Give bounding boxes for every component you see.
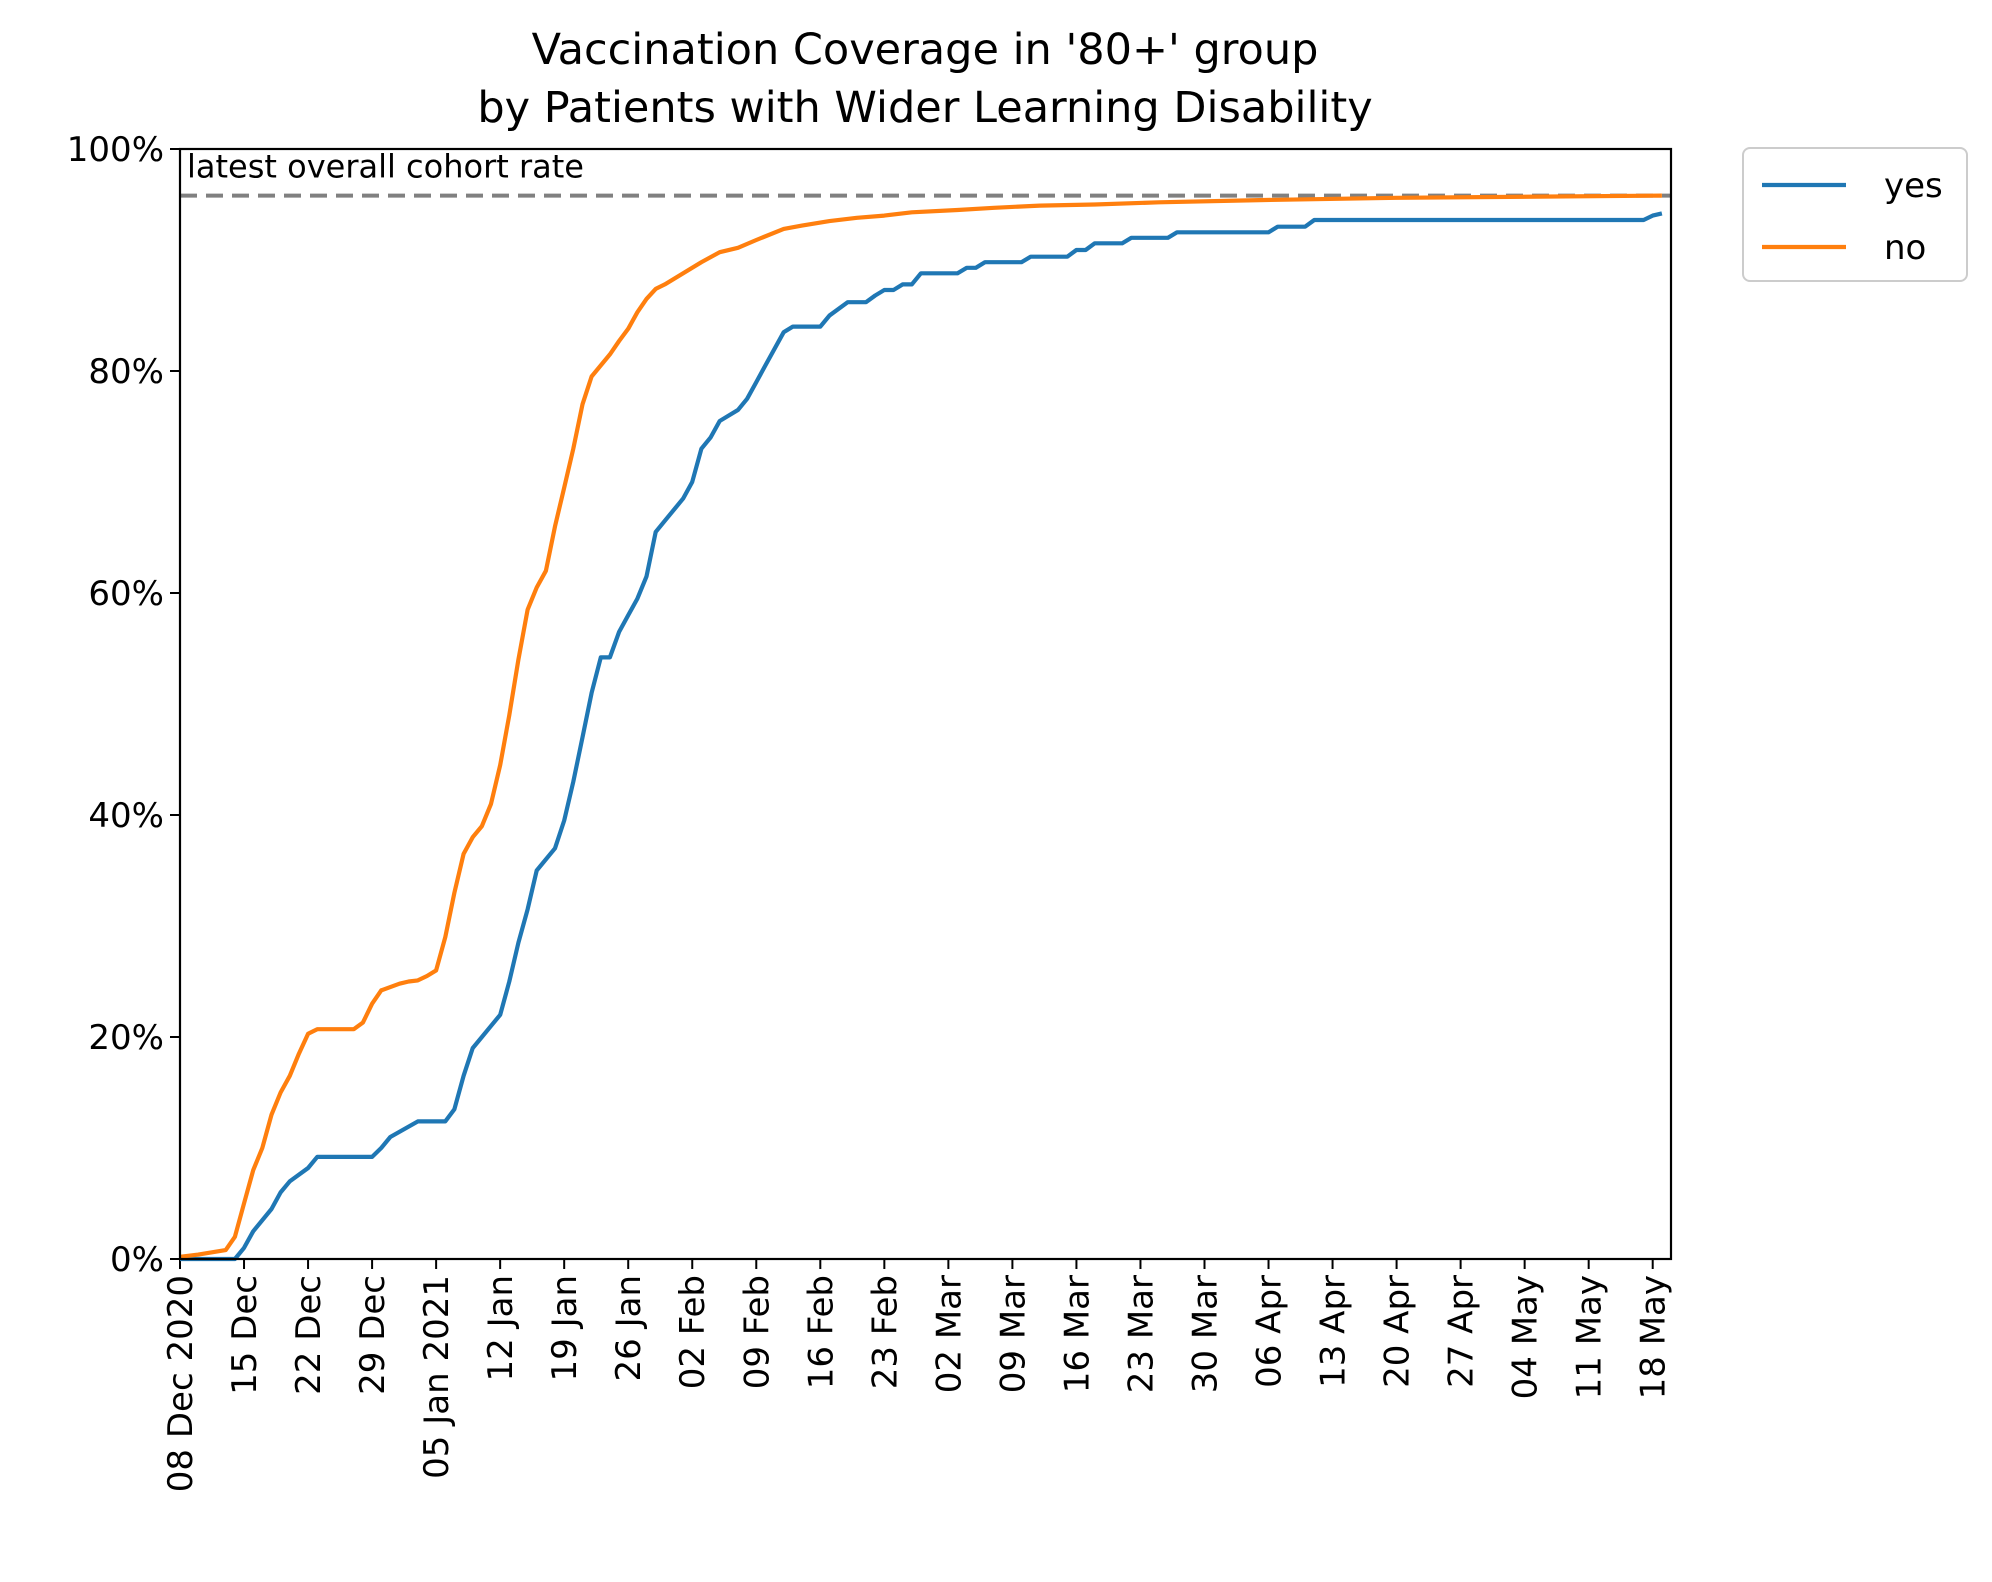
y-tick-label: 40% xyxy=(88,796,164,836)
x-tick-label: 16 Mar xyxy=(1057,1275,1097,1393)
x-tick-label: 18 May xyxy=(1634,1275,1674,1399)
x-tick-label: 16 Feb xyxy=(801,1275,841,1389)
x-tick-label: 20 Apr xyxy=(1378,1275,1418,1388)
legend-label-no: no xyxy=(1884,228,1926,268)
series-group xyxy=(179,193,1663,1262)
x-tick-label: 23 Feb xyxy=(865,1275,905,1389)
x-tick-label: 29 Dec xyxy=(353,1275,393,1395)
x-tick-label: 06 Apr xyxy=(1250,1275,1290,1388)
reference-line-group: latest overall cohort rate xyxy=(180,148,1671,198)
overall-cohort-rate-label: latest overall cohort rate xyxy=(187,148,584,186)
x-tick-label: 11 May xyxy=(1570,1275,1610,1399)
series-line-no xyxy=(179,193,1662,1259)
chart-title-line-2: by Patients with Wider Learning Disabili… xyxy=(477,83,1372,133)
legend: yes no xyxy=(1742,147,1968,282)
x-tick-label: 12 Jan xyxy=(481,1275,521,1381)
x-tick-label: 02 Mar xyxy=(929,1275,969,1393)
x-tick-label: 22 Dec xyxy=(289,1275,329,1395)
plot-area-frame xyxy=(178,147,1673,1261)
y-tick-label: 20% xyxy=(88,1018,164,1058)
x-tick-label: 23 Mar xyxy=(1121,1275,1161,1393)
x-tick-label: 19 Jan xyxy=(545,1275,585,1381)
x-tick-label: 26 Jan xyxy=(609,1275,649,1381)
y-axis: 0% 20% 40% 60% 80% 100% xyxy=(67,130,180,1280)
x-tick-label: 09 Feb xyxy=(737,1275,777,1389)
x-tick-label: 08 Dec 2020 xyxy=(161,1275,201,1492)
x-tick-label: 27 Apr xyxy=(1442,1275,1482,1388)
x-tick-label: 02 Feb xyxy=(673,1275,713,1389)
x-axis: 08 Dec 2020 15 Dec 22 Dec 29 Dec 05 Jan 2021… xyxy=(161,1259,1674,1492)
x-tick-label: 04 May xyxy=(1506,1275,1546,1399)
chart-title-line-1: Vaccination Coverage in '80+' group xyxy=(532,25,1319,75)
x-tick-label: 05 Jan 2021 xyxy=(417,1275,457,1479)
x-tick-label: 30 Mar xyxy=(1185,1275,1225,1393)
y-tick-label: 100% xyxy=(67,130,164,170)
legend-label-yes: yes xyxy=(1884,166,1943,206)
x-tick-label: 13 Apr xyxy=(1314,1275,1354,1388)
y-tick-label: 0% xyxy=(110,1240,164,1280)
y-tick-label: 60% xyxy=(88,574,164,614)
x-tick-label: 15 Dec xyxy=(225,1275,265,1395)
y-tick-label: 80% xyxy=(88,352,164,392)
series-line-yes xyxy=(180,211,1663,1262)
x-tick-label: 09 Mar xyxy=(993,1275,1033,1393)
